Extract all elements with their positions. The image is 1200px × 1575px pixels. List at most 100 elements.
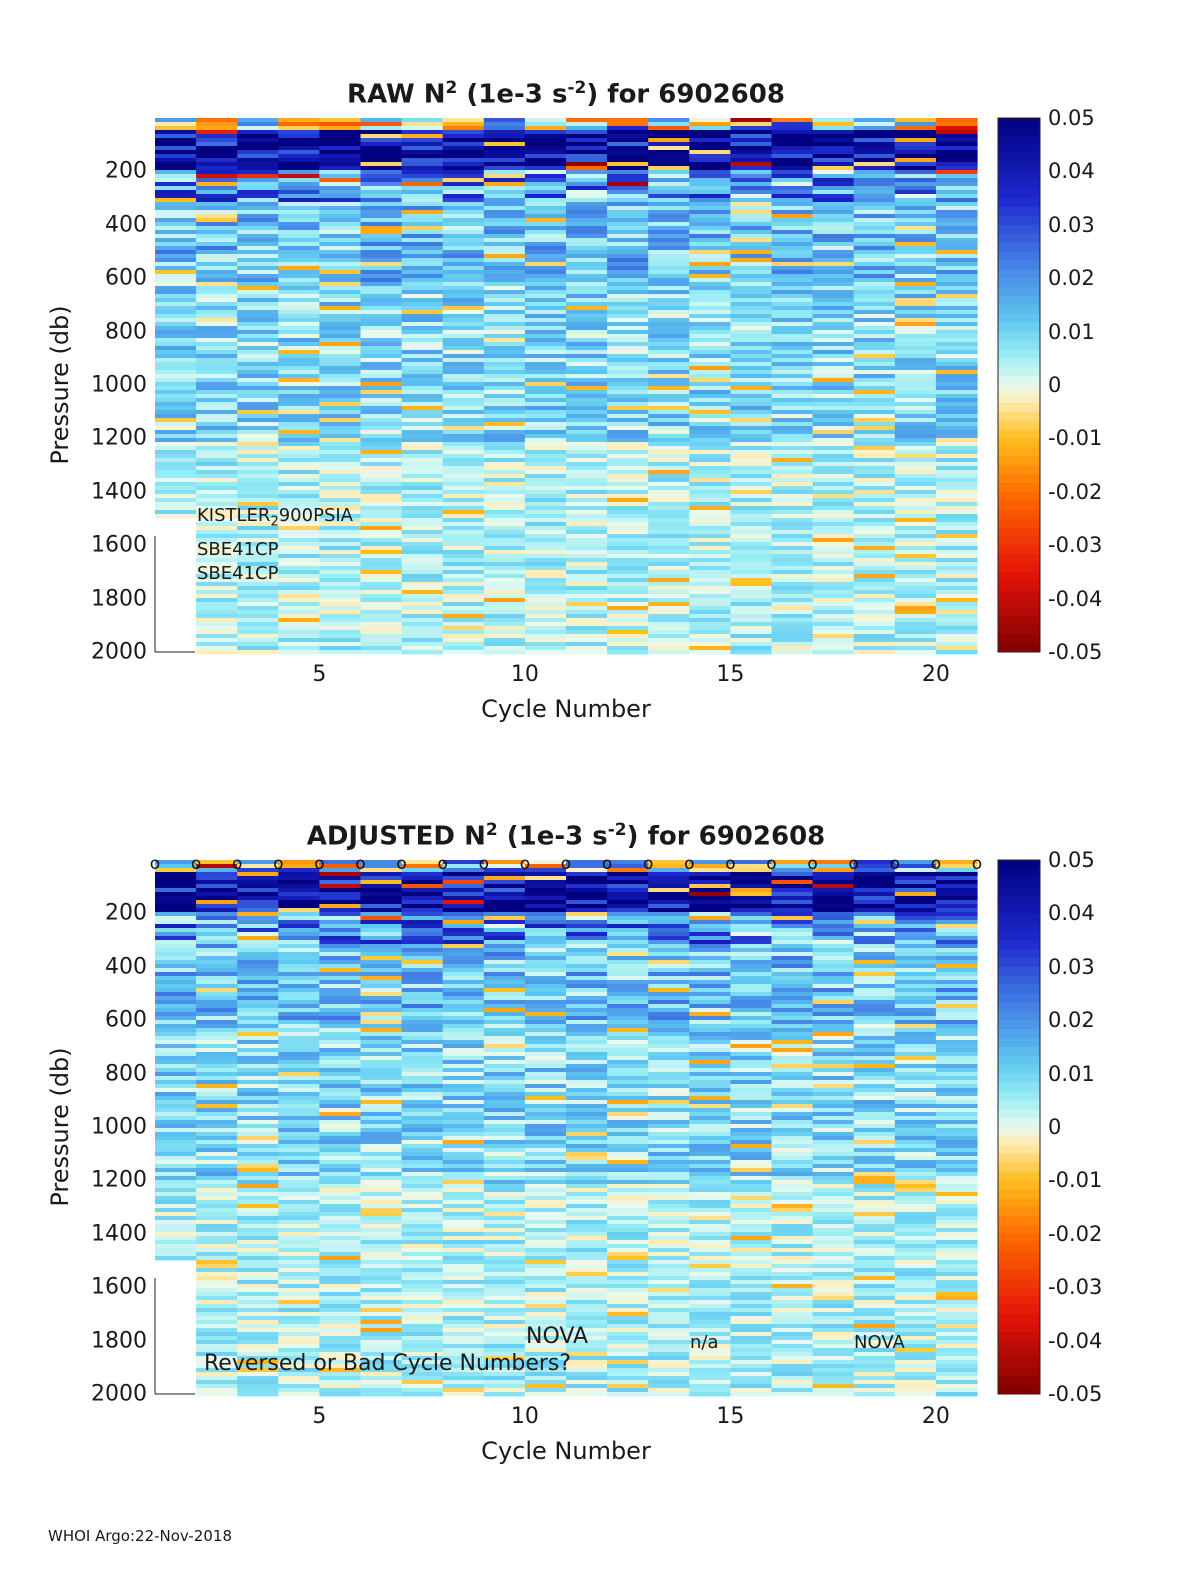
raw-y-tick-label: 800 — [105, 319, 147, 345]
adjusted-colorbar-tick-label: -0.04 — [1048, 1328, 1103, 1353]
adjusted-y-tick-label: 1000 — [91, 1114, 147, 1140]
heatmap-column-cycle-17 — [812, 118, 855, 655]
top-marker: o — [890, 854, 900, 874]
heatmap-column-cycle-10 — [524, 118, 567, 655]
raw-colorbar-tick-label: 0.05 — [1048, 106, 1095, 130]
heatmap-column-cycle-13 — [648, 860, 690, 1397]
adjusted-colorbar-tick-label: -0.05 — [1048, 1382, 1103, 1406]
adjusted-x-tick-label: 15 — [716, 1404, 745, 1429]
top-marker: o — [437, 854, 447, 874]
heatmap-column-cycle-19 — [894, 118, 937, 655]
raw-colorbar-tick-label: -0.03 — [1048, 533, 1103, 558]
heatmap-column-cycle-2 — [196, 860, 238, 1397]
raw-y-tick-label: 600 — [105, 265, 147, 291]
adjusted-warning-annotation: Reversed or Bad Cycle Numbers? — [204, 1351, 572, 1376]
top-marker: o — [191, 854, 201, 874]
raw-colorbar-tick-label: 0.01 — [1048, 319, 1095, 344]
raw-sensor-c-annotation: SBE41CP — [197, 563, 279, 584]
adjusted-panel: o o o o o o o o o o o o o o o o o o o o o ADJUSTED N2 (1e-3 … — [0, 742, 1200, 1482]
raw-y-tick-label: 200 — [105, 158, 147, 184]
heatmap-column-cycle-8 — [442, 118, 485, 655]
raw-x-tick-label: 20 — [921, 662, 950, 687]
heatmap-column-cycle-4 — [278, 860, 320, 1397]
top-marker: o — [725, 854, 735, 874]
heatmap-column-cycle-6 — [360, 860, 403, 1397]
adjusted-y-tick-label: 1400 — [91, 1221, 147, 1247]
top-marker: o — [520, 854, 530, 874]
adjusted-label-c: NOVA — [854, 1332, 905, 1353]
top-marker: o — [766, 854, 776, 874]
adjusted-x-tick-label: 10 — [510, 1404, 539, 1429]
heatmap-column-cycle-1 — [155, 118, 197, 519]
top-marker: o — [232, 854, 242, 874]
heatmap-column-cycle-16 — [771, 860, 814, 1397]
adjusted-colorbar-tick-label: -0.01 — [1048, 1168, 1103, 1193]
heatmap-column-cycle-11 — [566, 860, 608, 1397]
top-marker: o — [972, 854, 982, 874]
heatmap-column-cycle-19 — [894, 860, 937, 1397]
adjusted-colorbar-tick-label: 0 — [1048, 1115, 1062, 1139]
axes — [154, 1277, 195, 1395]
adjusted-colorbar-tick-label: 0.01 — [1048, 1061, 1095, 1086]
raw-x-tick-label: 10 — [510, 662, 539, 687]
adjusted-y-tick-label: 600 — [105, 1007, 147, 1033]
raw-colorbar-tick-label: -0.04 — [1048, 586, 1103, 611]
adjusted-colorbar-tick-label: 0.03 — [1048, 954, 1095, 979]
heatmap-column-cycle-5 — [319, 860, 362, 1397]
heatmap-column-cycle-20 — [935, 118, 978, 655]
adjusted-colorbar-tick-label: 0.05 — [1048, 848, 1095, 872]
adjusted-colorbar-tick-label: 0.02 — [1048, 1008, 1095, 1033]
raw-x-tick-label: 15 — [716, 662, 745, 687]
axes — [154, 535, 195, 653]
raw-y-tick-label: 2000 — [91, 639, 147, 665]
raw-sensor-b-annotation: SBE41CP — [197, 539, 279, 560]
raw-y-tick-label: 1400 — [91, 479, 147, 505]
adjusted-x-tick-label: 5 — [312, 1404, 327, 1429]
heatmap-column-cycle-13 — [648, 118, 690, 655]
raw-colorbar-tick-label: 0 — [1048, 373, 1062, 397]
heatmap-column-cycle-14 — [689, 118, 731, 655]
raw-colorbar-tick-label: 0.02 — [1048, 266, 1095, 291]
raw-y-tick-label: 400 — [105, 212, 147, 238]
raw-panel: RAW N2 (1e-3 s-2) for 6902608 Pressure (… — [0, 0, 1200, 740]
heatmap-column-cycle-7 — [401, 118, 444, 655]
top-marker: o — [150, 854, 160, 874]
heatmap-column-cycle-5 — [319, 118, 362, 655]
top-marker: o — [314, 854, 324, 874]
heatmap-column-cycle-7 — [401, 860, 444, 1397]
heatmap-column-cycle-18 — [853, 860, 896, 1397]
raw-y-tick-label: 1600 — [91, 532, 147, 558]
heatmap-column-cycle-8 — [442, 860, 485, 1397]
heatmap-column-cycle-14 — [689, 860, 731, 1397]
adjusted-x-tick-label: 20 — [921, 1404, 950, 1429]
heatmap-column-cycle-3 — [237, 118, 279, 655]
heatmap-cells — [155, 118, 978, 655]
heatmap-column-cycle-20 — [935, 860, 978, 1397]
adjusted-label-a: NOVA — [526, 1324, 589, 1349]
heatmap-column-cycle-16 — [771, 118, 814, 655]
adjusted-y-tick-label: 2000 — [91, 1381, 147, 1407]
top-marker: o — [684, 854, 694, 874]
raw-colorbar-tick-label: 0.03 — [1048, 212, 1095, 237]
heatmap-column-cycle-1 — [155, 860, 197, 1261]
heatmap-column-cycle-2 — [196, 118, 238, 655]
adjusted-x-axis-label: Cycle Number — [481, 1437, 651, 1465]
top-marker: o — [931, 854, 941, 874]
adjusted-colorbar-tick-label: -0.03 — [1048, 1275, 1103, 1300]
top-marker: o — [643, 854, 653, 874]
raw-y-tick-label: 1200 — [91, 425, 147, 451]
heatmap-column-cycle-9 — [483, 860, 526, 1397]
adjusted-y-tick-label: 1600 — [91, 1274, 147, 1300]
raw-y-tick-label: 1800 — [91, 586, 147, 612]
heatmap-column-cycle-18 — [853, 118, 896, 655]
adjusted-title: ADJUSTED N2 (1e-3 s-2) for 6902608 — [306, 820, 826, 852]
heatmap-column-cycle-15 — [730, 860, 773, 1397]
heatmap-column-cycle-12 — [607, 118, 649, 655]
raw-sensor-a-annotation: KISTLER2900PSIA — [197, 505, 353, 530]
adjusted-label-b: n/a — [690, 1332, 719, 1353]
footer-credit: WHOI Argo:22-Nov-2018 — [48, 1527, 232, 1545]
top-marker: o — [561, 854, 571, 874]
adjusted-colorbar-tick-label: 0.04 — [1048, 901, 1095, 926]
raw-title: RAW N2 (1e-3 s-2) for 6902608 — [347, 78, 785, 110]
